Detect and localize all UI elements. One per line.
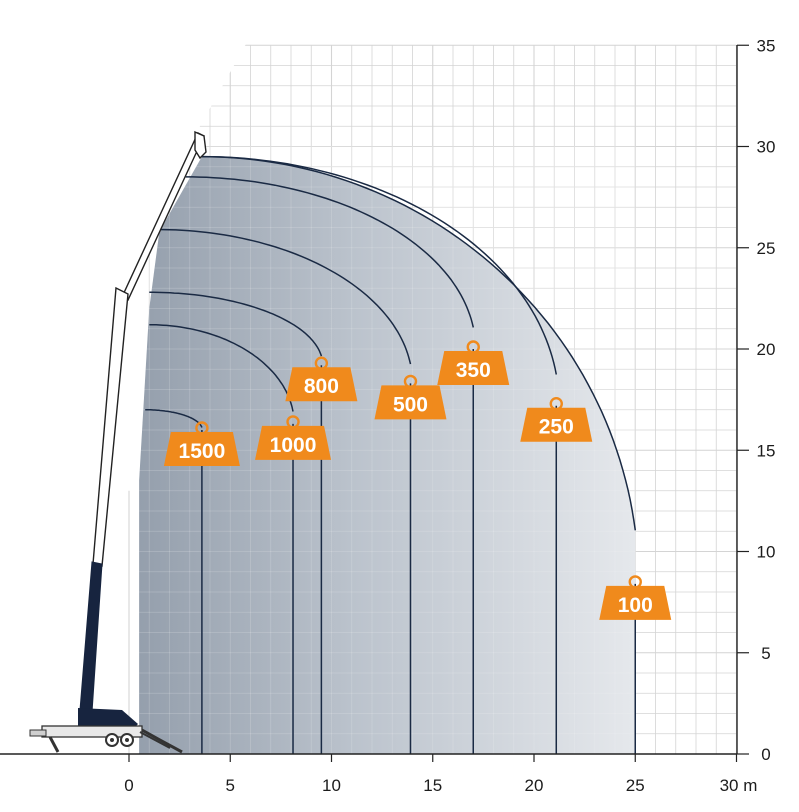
working-range-fill bbox=[139, 146, 636, 754]
x-tick-label: 20 bbox=[525, 776, 544, 795]
weight-shape bbox=[285, 367, 358, 402]
load-curve-250 bbox=[201, 155, 558, 375]
y-tick-label: 35 bbox=[757, 36, 776, 55]
outrigger-right bbox=[141, 728, 183, 754]
load-label-500: 500 bbox=[374, 374, 447, 420]
weight-value: 350 bbox=[456, 359, 491, 382]
y-tick-label: 25 bbox=[757, 239, 776, 258]
range-fill bbox=[139, 156, 636, 754]
outrigger-left bbox=[48, 736, 60, 753]
tow-bar bbox=[29, 729, 47, 737]
x-tick-label: 30 m bbox=[720, 776, 758, 795]
y-tick-label: 0 bbox=[761, 745, 770, 764]
weight-shape bbox=[599, 585, 672, 620]
weight-value: 250 bbox=[539, 416, 574, 439]
load-label-1000: 1000 bbox=[255, 415, 332, 460]
weight-shape bbox=[520, 407, 593, 442]
load-label-1500: 1500 bbox=[163, 421, 240, 466]
x-tick-label: 5 bbox=[226, 776, 235, 795]
weight-value: 800 bbox=[304, 375, 339, 398]
y-tick-label: 30 bbox=[757, 138, 776, 157]
load-label-250: 250 bbox=[520, 397, 593, 442]
boom-lower-section bbox=[79, 561, 103, 713]
load-labels: 1500 1000 800 500 350 250 100 bbox=[163, 340, 672, 620]
x-tick-label: 0 bbox=[124, 776, 133, 795]
weight-shape bbox=[255, 425, 332, 460]
load-label-350: 350 bbox=[437, 340, 510, 385]
y-tick-label: 20 bbox=[757, 340, 776, 359]
y-tick-label: 10 bbox=[757, 543, 776, 562]
load-curve-350 bbox=[185, 176, 475, 328]
x-tick-label: 15 bbox=[423, 776, 442, 795]
outrigger-right-2 bbox=[139, 731, 171, 749]
y-tick-label: 5 bbox=[761, 644, 770, 663]
grid-mask bbox=[7, 25, 257, 491]
weight-value: 1000 bbox=[270, 434, 317, 457]
load-curve-500 bbox=[157, 228, 412, 365]
load-curve-100 bbox=[201, 155, 637, 531]
weight-shape bbox=[374, 385, 447, 420]
load-curve-800 bbox=[149, 291, 323, 357]
y-tick-label: 15 bbox=[757, 441, 776, 460]
x-tick-label: 25 bbox=[626, 776, 645, 795]
load-curve-1000 bbox=[149, 323, 294, 412]
weight-shape bbox=[163, 432, 240, 466]
weight-value: 500 bbox=[393, 393, 428, 416]
boom-tip bbox=[194, 130, 207, 160]
load-label-100: 100 bbox=[599, 575, 672, 620]
weight-shape bbox=[437, 351, 510, 385]
weight-value: 1500 bbox=[179, 440, 226, 463]
load-label-800: 800 bbox=[285, 356, 358, 402]
x-tick-label: 10 bbox=[322, 776, 341, 795]
crane-turret bbox=[78, 708, 138, 730]
weight-value: 100 bbox=[618, 594, 653, 617]
crane-drawing bbox=[29, 130, 207, 754]
